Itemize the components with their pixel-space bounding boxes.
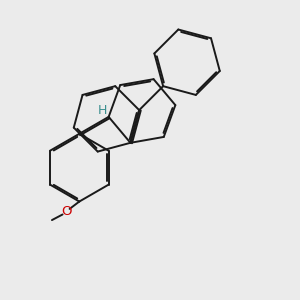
Text: H: H bbox=[98, 104, 107, 117]
Text: O: O bbox=[61, 205, 71, 218]
